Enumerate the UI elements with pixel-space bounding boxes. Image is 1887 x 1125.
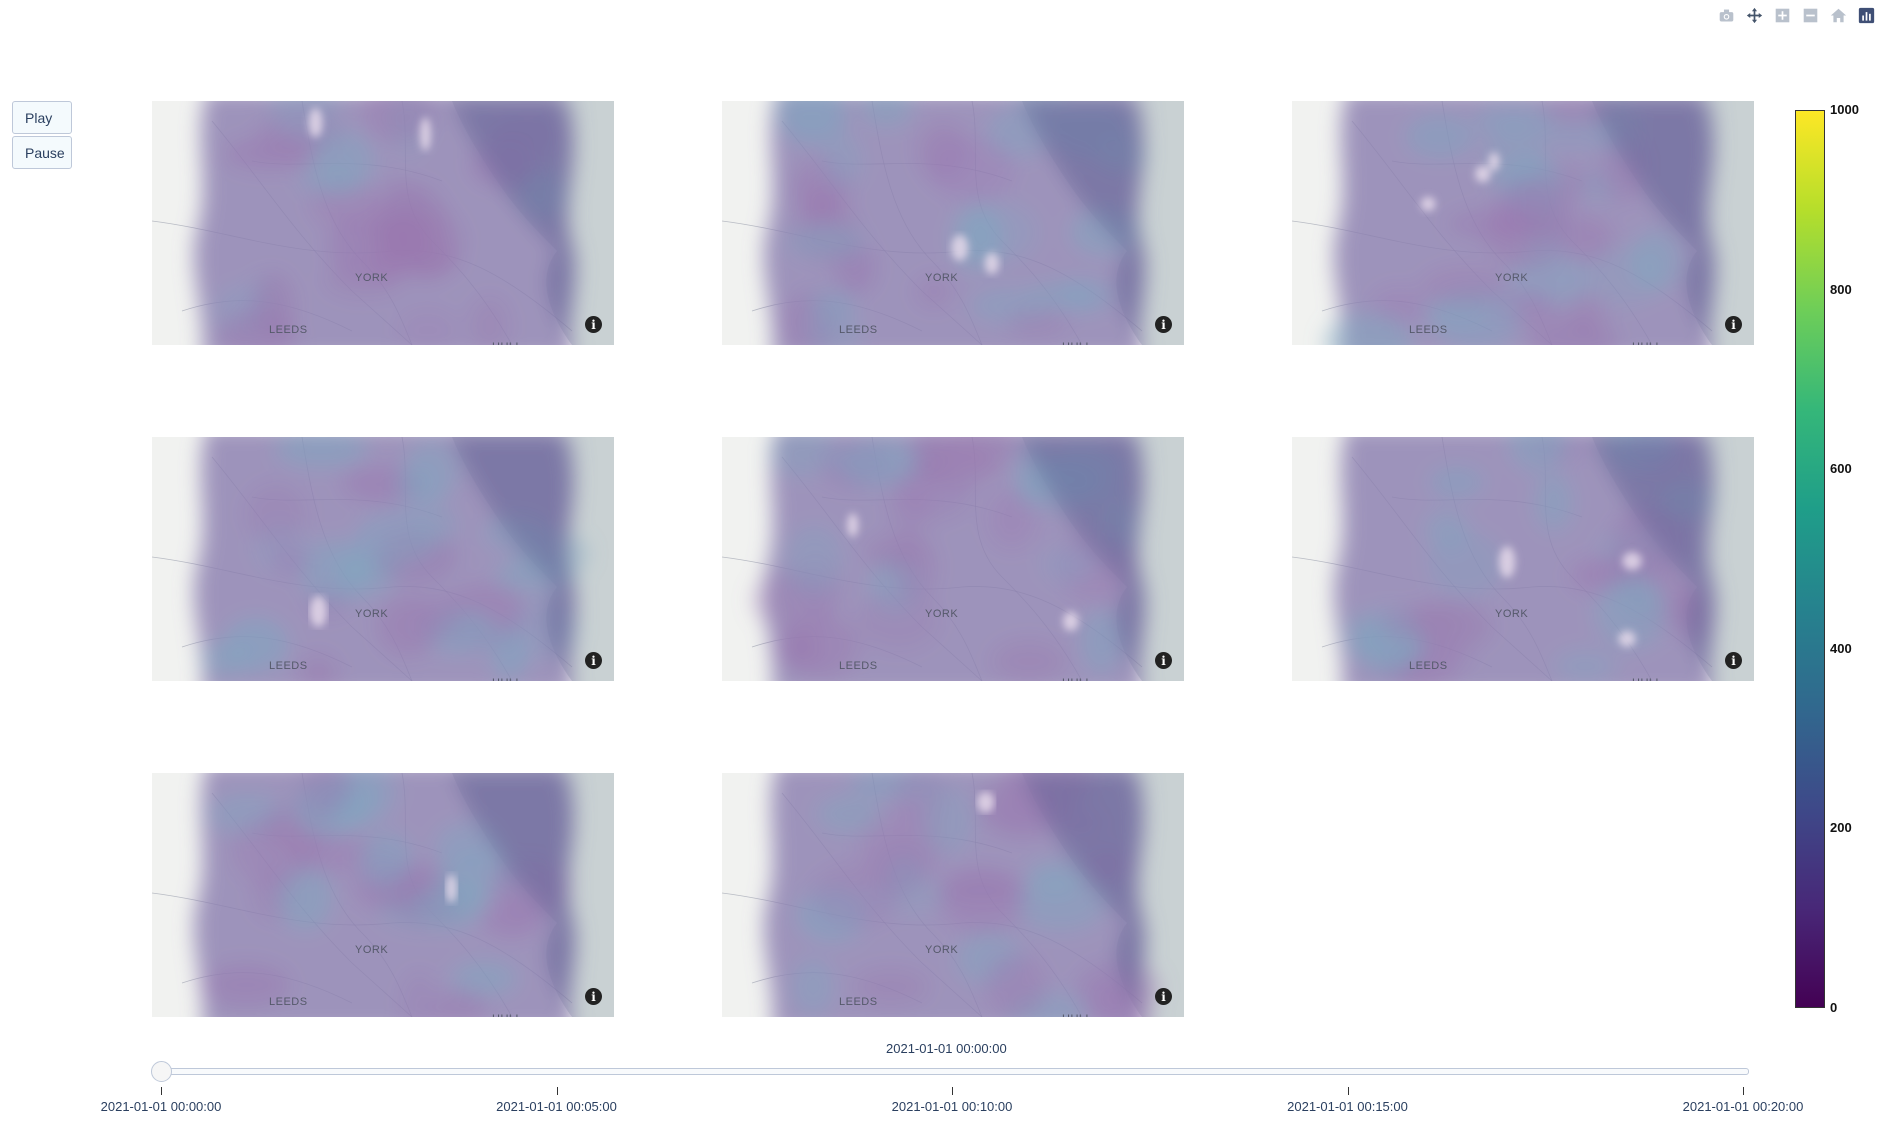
info-icon[interactable]: i	[585, 988, 602, 1005]
map-panel[interactable]: YORK LEEDS HULL i	[1292, 101, 1754, 345]
slider-tick	[1743, 1087, 1744, 1095]
info-icon[interactable]: i	[1155, 652, 1172, 669]
info-icon[interactable]: i	[1155, 316, 1172, 333]
colorbar-tick-label: 0	[1830, 1000, 1838, 1015]
colorbar	[1795, 110, 1825, 1008]
map-label-hull: HULL	[1062, 341, 1092, 345]
density-hotspots	[847, 513, 1079, 631]
map-label-york: YORK	[925, 272, 959, 284]
map-label-leeds: LEEDS	[839, 996, 878, 1008]
slider-step-label[interactable]: 2021-01-01 00:20:00	[1682, 1099, 1804, 1114]
home-icon[interactable]	[1827, 4, 1849, 26]
slider-tick	[556, 1087, 558, 1095]
slider-handle[interactable]	[151, 1061, 172, 1082]
density-layer	[194, 773, 576, 1017]
slider-tick	[161, 1087, 162, 1095]
play-button[interactable]: Play	[12, 101, 72, 134]
density-hotspots	[977, 791, 995, 813]
map-label-york: YORK	[925, 608, 959, 620]
density-map	[722, 437, 1184, 681]
map-label-hull: HULL	[1632, 341, 1662, 345]
map-label-york: YORK	[355, 944, 389, 956]
colorbar-tick-label: 200	[1830, 820, 1852, 836]
map-label-leeds: LEEDS	[269, 324, 308, 336]
density-layer	[194, 437, 588, 681]
map-label-leeds: LEEDS	[839, 660, 878, 672]
slider-current-value: 2021-01-01 00:00:00	[886, 1041, 1007, 1056]
map-label-leeds: LEEDS	[269, 660, 308, 672]
slider-step-label[interactable]: 2021-01-01 00:15:00	[1287, 1099, 1408, 1114]
map-label-hull: HULL	[492, 677, 522, 681]
colorbar-tick-label: 400	[1830, 640, 1852, 656]
density-layer	[1334, 437, 1716, 681]
density-map	[152, 101, 614, 345]
plotly-logo-icon[interactable]	[1855, 4, 1877, 26]
colorbar-tick-label: 800	[1830, 281, 1852, 297]
info-icon[interactable]: i	[585, 652, 602, 669]
map-label-leeds: LEEDS	[269, 996, 308, 1008]
map-panel[interactable]: YORK LEEDS HULL i	[1292, 437, 1754, 681]
colorbar-tick-label: 600	[1830, 461, 1852, 477]
map-panel[interactable]: YORK LEEDS HULL i	[722, 101, 1184, 345]
map-panel[interactable]: YORK LEEDS HULL i	[722, 437, 1184, 681]
map-label-york: YORK	[1495, 608, 1529, 620]
map-label-hull: HULL	[492, 1013, 522, 1017]
density-map	[152, 437, 614, 681]
modebar	[1715, 4, 1877, 26]
density-layer	[1324, 101, 1716, 345]
slider-step-label[interactable]: 2021-01-01 00:05:00	[496, 1099, 617, 1114]
density-map	[722, 773, 1184, 1017]
info-icon[interactable]: i	[1155, 988, 1172, 1005]
slider-step-label[interactable]: 2021-01-01 00:00:00	[100, 1099, 222, 1114]
info-icon[interactable]: i	[1725, 652, 1742, 669]
camera-icon[interactable]	[1715, 4, 1737, 26]
density-layer	[194, 101, 576, 345]
map-label-leeds: LEEDS	[839, 324, 878, 336]
map-panel[interactable]: YORK LEEDS HULL i	[722, 773, 1184, 1017]
zoom-out-icon[interactable]	[1799, 4, 1821, 26]
density-layer	[764, 773, 1160, 1017]
map-label-york: YORK	[355, 272, 389, 284]
density-hotspots	[951, 234, 1000, 275]
map-label-hull: HULL	[1062, 677, 1092, 681]
map-label-hull: HULL	[1062, 1013, 1092, 1017]
map-label-york: YORK	[355, 608, 389, 620]
slider-tick	[952, 1087, 953, 1095]
density-hotspots	[445, 874, 458, 903]
map-panel[interactable]: YORK LEEDS HULL i	[152, 773, 614, 1017]
density-layer	[764, 101, 1147, 345]
pause-button[interactable]: Pause	[12, 136, 72, 169]
density-map	[1292, 437, 1754, 681]
map-label-york: YORK	[925, 944, 959, 956]
map-panel[interactable]: YORK LEEDS HULL i	[152, 101, 614, 345]
map-label-leeds: LEEDS	[1409, 660, 1448, 672]
info-icon[interactable]: i	[585, 316, 602, 333]
map-label-leeds: LEEDS	[1409, 324, 1448, 336]
density-map	[722, 101, 1184, 345]
colorbar-tick-label: 1000	[1830, 102, 1859, 117]
slider-step-label[interactable]: 2021-01-01 00:10:00	[891, 1099, 1013, 1114]
info-icon[interactable]: i	[1725, 316, 1742, 333]
slider-rail[interactable]	[160, 1068, 1749, 1075]
density-hotspots	[1420, 152, 1500, 212]
density-map	[152, 773, 614, 1017]
density-layer	[751, 437, 1146, 681]
density-hotspots	[309, 595, 327, 627]
density-hotspots	[308, 107, 431, 151]
map-panel[interactable]: YORK LEEDS HULL i	[152, 437, 614, 681]
map-label-york: YORK	[1495, 272, 1529, 284]
density-map	[1292, 101, 1754, 345]
slider-tick	[1347, 1087, 1349, 1095]
map-label-hull: HULL	[492, 341, 522, 345]
map-label-hull: HULL	[1632, 677, 1662, 681]
zoom-in-icon[interactable]	[1771, 4, 1793, 26]
density-hotspots	[1499, 546, 1642, 647]
pan-icon[interactable]	[1743, 4, 1765, 26]
